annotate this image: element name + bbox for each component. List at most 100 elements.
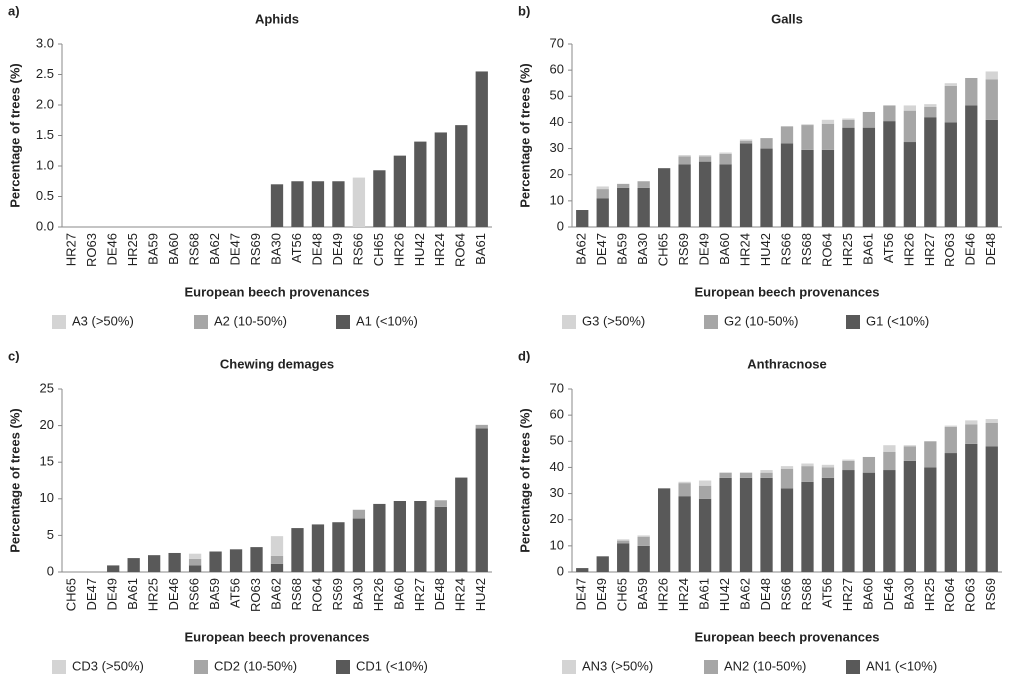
x-axis-title: European beech provenances (185, 629, 370, 644)
bar-segment (617, 543, 630, 572)
bar-segment (698, 155, 712, 157)
bar-segment (760, 138, 773, 149)
x-tick-label: RS68 (799, 233, 814, 266)
bar-segment (965, 420, 978, 425)
bar-segment (903, 105, 916, 111)
bar-segment (698, 161, 712, 227)
bar-segment (617, 183, 630, 188)
bar-segment (637, 187, 650, 227)
x-axis-title: European beech provenances (695, 629, 880, 644)
y-tick-label: 10 (40, 490, 54, 505)
x-tick-label: DE46 (881, 578, 896, 611)
bar-segment (332, 522, 345, 572)
legend-label: G2 (10-50%) (724, 313, 798, 328)
x-tick-label: AT56 (819, 578, 834, 608)
panel-label: c) (8, 348, 20, 363)
bar-segment (883, 105, 896, 122)
x-tick-label: HU42 (412, 233, 427, 266)
bar-segment (658, 168, 671, 227)
x-tick-label: BA30 (901, 578, 916, 610)
legend-label: AN3 (>50%) (582, 658, 653, 673)
bar-segment (801, 481, 814, 572)
x-tick-label: HR24 (432, 233, 447, 266)
bar-segment (678, 483, 691, 497)
legend-swatch (194, 315, 208, 329)
chart-title: Galls (771, 11, 803, 26)
bar-segment (903, 445, 916, 447)
y-tick-label: 70 (550, 35, 564, 50)
legend-swatch (194, 660, 208, 674)
bar-segment (985, 119, 998, 227)
bar-segment (678, 156, 691, 165)
bar-segment (965, 443, 978, 572)
x-tick-label: DE47 (227, 233, 242, 266)
y-tick-label: 60 (550, 407, 564, 422)
x-tick-label: HU42 (717, 578, 732, 611)
x-tick-label: HR24 (737, 233, 752, 266)
bar-segment (801, 463, 814, 467)
bar-segment (760, 477, 773, 572)
legend-swatch (846, 660, 860, 674)
bar-segment (862, 111, 876, 128)
bar-segment (434, 500, 447, 507)
bar-segment (780, 488, 794, 572)
bar-segment (229, 549, 243, 572)
bar-segment (965, 424, 978, 444)
bar-segment (903, 460, 916, 572)
bar-segment (637, 535, 650, 537)
bar-segment (944, 122, 957, 227)
bar-segment (270, 563, 284, 572)
bar-segment (944, 83, 957, 86)
x-tick-label: AT56 (289, 233, 304, 263)
x-tick-label: HR25 (840, 233, 855, 266)
x-tick-label: BA60 (717, 233, 732, 265)
bar-segment (617, 539, 630, 541)
x-tick-label: CH65 (656, 233, 671, 266)
bar-segment (780, 466, 794, 469)
x-tick-label: RS68 (187, 233, 202, 266)
bar-segment (719, 472, 732, 478)
bar-segment (719, 152, 732, 154)
bar-segment (148, 555, 161, 572)
x-tick-label: DE49 (330, 233, 345, 266)
bar-segment (842, 118, 855, 120)
bar-segment (637, 181, 650, 188)
legend-swatch (52, 660, 66, 674)
x-tick-label: DE47 (84, 578, 99, 611)
bar-segment (637, 545, 650, 572)
x-tick-label: HR25 (125, 233, 140, 266)
y-tick-label: 30 (550, 485, 564, 500)
bar-segment (862, 127, 876, 227)
x-tick-label: RS68 (799, 578, 814, 611)
x-tick-label: BA30 (268, 233, 283, 265)
x-tick-label: DE47 (574, 578, 589, 611)
legend-label: CD3 (>50%) (72, 658, 144, 673)
x-tick-label: RO63 (248, 578, 263, 612)
bar-segment (944, 85, 957, 123)
x-tick-label: RO64 (309, 578, 324, 612)
bar-segment (637, 536, 650, 546)
x-tick-label: BA62 (268, 578, 283, 610)
bar-segment (698, 485, 712, 499)
y-tick-label: 2.5 (36, 66, 54, 81)
bar-segment (842, 127, 855, 227)
x-tick-label: DE46 (166, 578, 181, 611)
bar-segment (352, 518, 366, 572)
bar-segment (393, 500, 406, 572)
bar-segment (475, 428, 488, 572)
bar-segment (924, 467, 937, 572)
x-tick-label: AT56 (881, 233, 896, 263)
bar-segment (311, 181, 325, 227)
bar-segment (576, 568, 589, 572)
x-tick-label: HR26 (391, 233, 406, 266)
x-tick-label: RS69 (983, 578, 998, 611)
bar-segment (168, 552, 181, 572)
bar-segment (373, 503, 386, 572)
bar-segment (760, 472, 773, 478)
x-tick-label: BA30 (635, 233, 650, 265)
x-tick-label: HU42 (758, 233, 773, 266)
x-tick-label: BA62 (737, 578, 752, 610)
legend-label: A3 (>50%) (72, 313, 134, 328)
legend-label: A1 (<10%) (356, 313, 418, 328)
bar-segment (924, 441, 937, 468)
